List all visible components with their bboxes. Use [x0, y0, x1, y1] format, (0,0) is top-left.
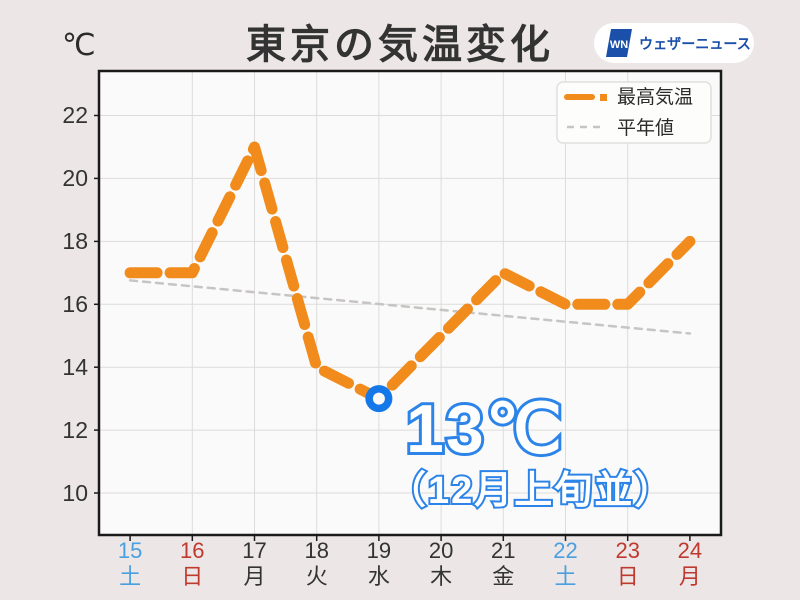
svg-text:24: 24 — [678, 538, 702, 563]
svg-text:金: 金 — [492, 564, 514, 589]
svg-text:19: 19 — [367, 538, 391, 563]
svg-text:17: 17 — [242, 538, 266, 563]
svg-text:20: 20 — [62, 165, 88, 191]
svg-text:木: 木 — [430, 564, 452, 589]
svg-text:火: 火 — [306, 564, 328, 589]
svg-text:土: 土 — [119, 564, 141, 589]
svg-text:20: 20 — [429, 538, 453, 563]
svg-text:18: 18 — [62, 228, 88, 254]
svg-text:土: 土 — [554, 564, 576, 589]
svg-text:日: 日 — [617, 564, 639, 589]
svg-text:13℃: 13℃ — [406, 391, 564, 467]
svg-text:平年値: 平年値 — [617, 117, 674, 139]
svg-text:16: 16 — [62, 291, 88, 317]
svg-text:22: 22 — [553, 538, 577, 563]
svg-text:WN: WN — [610, 39, 628, 51]
svg-text:21: 21 — [491, 538, 515, 563]
svg-text:水: 水 — [368, 564, 390, 589]
svg-text:23: 23 — [615, 538, 639, 563]
svg-text:16: 16 — [180, 538, 204, 563]
svg-text:18: 18 — [304, 538, 328, 563]
svg-text:14: 14 — [62, 354, 88, 380]
svg-text:月: 月 — [243, 564, 265, 589]
svg-text:15: 15 — [118, 538, 142, 563]
svg-text:（12月上旬並）: （12月上旬並） — [388, 470, 674, 512]
svg-text:日: 日 — [181, 564, 203, 589]
svg-text:10: 10 — [62, 480, 88, 506]
svg-text:22: 22 — [62, 102, 88, 128]
svg-text:月: 月 — [679, 564, 701, 589]
svg-text:12: 12 — [62, 417, 88, 443]
svg-text:最高気温: 最高気温 — [617, 86, 693, 108]
